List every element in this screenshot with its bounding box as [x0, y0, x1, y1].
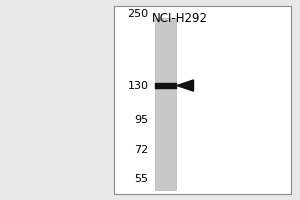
Bar [114, 6, 291, 194]
Text: NCI-H292: NCI-H292 [152, 12, 208, 25]
Text: 95: 95 [134, 115, 148, 125]
Polygon shape [177, 80, 194, 91]
Bar [154, 18, 176, 190]
Text: 250: 250 [128, 9, 148, 19]
Text: 130: 130 [128, 81, 148, 91]
Text: 55: 55 [134, 174, 148, 184]
Text: 72: 72 [134, 145, 148, 155]
